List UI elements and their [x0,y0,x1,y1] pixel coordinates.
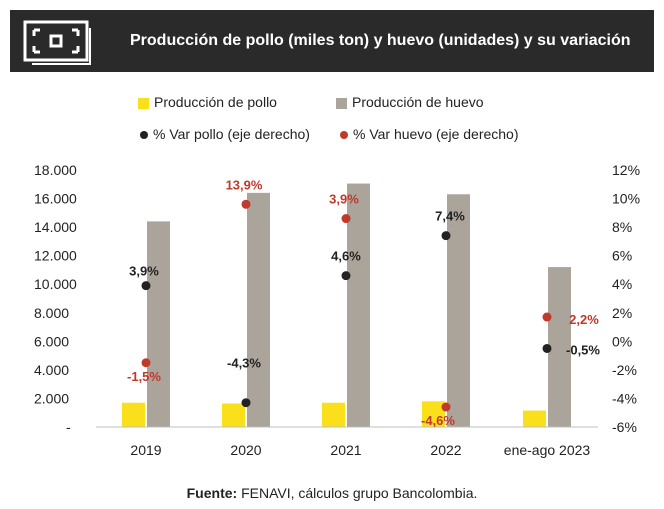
right-axis-tick-label: -6% [612,419,637,435]
point-var-pollo [241,398,251,408]
legend-item-huevo: Producción de huevo [336,94,484,110]
point-var-huevo [441,402,451,412]
money-bill-icon [23,20,91,65]
x-axis-tick-label: 2022 [430,442,461,458]
data-label-var-pollo: 7,4% [435,209,465,224]
point-var-huevo [141,358,151,368]
point-var-pollo [441,231,451,241]
data-label-var-pollo: -0,5% [566,342,600,357]
legend-swatch-var-huevo [340,131,348,140]
left-axis-tick-label: - [66,419,71,435]
left-axis-tick-label: 10.000 [34,276,77,292]
right-axis-tick-label: 6% [612,248,632,264]
data-label-var-huevo: -1,5% [127,369,161,384]
bar-pollo [523,410,546,427]
legend-swatch-pollo [138,97,149,109]
right-axis-tick-label: 4% [612,276,632,292]
legend-label-var-pollo: % Var pollo (eje derecho) [153,126,310,142]
source-label: Fuente: [186,485,238,501]
bar-pollo [122,402,145,427]
legend-label-huevo: Producción de huevo [352,94,484,110]
bar-pollo [322,402,345,427]
data-label-var-huevo: 2,2% [569,312,599,327]
legend-label-pollo: Producción de pollo [154,94,277,110]
x-axis-tick-label: 2020 [230,442,261,458]
bar-pollo [422,401,445,427]
source-text: FENAVI, cálculos grupo Bancolombia. [237,485,478,501]
right-axis-tick-label: -2% [612,362,637,378]
data-label-var-pollo: 4,6% [331,249,361,264]
data-label-var-pollo: -4,3% [227,356,261,371]
bar-huevo [447,194,470,427]
right-axis-tick-label: 2% [612,305,632,321]
bar-huevo [247,192,270,427]
point-var-huevo [542,312,552,322]
right-axis-tick-label: -4% [612,390,637,406]
right-axis-tick-label: 12% [612,162,640,178]
legend-label-var-huevo: % Var huevo (eje derecho) [353,126,519,142]
legend: Producción de pollo Producción de huevo … [0,88,664,148]
bar-huevo [147,221,170,427]
left-axis-tick-label: 2.000 [34,390,69,406]
point-var-pollo [341,271,351,281]
left-axis-tick-label: 14.000 [34,219,77,235]
data-label-var-huevo: -4,6% [421,413,455,428]
data-label-var-pollo: 3,9% [129,264,159,279]
left-axis-tick-label: 8.000 [34,305,69,321]
x-axis-tick-label: ene-ago 2023 [504,442,591,458]
legend-item-var-huevo: % Var huevo (eje derecho) [340,126,519,142]
chart-title: Producción de pollo (miles ton) y huevo … [130,32,631,49]
legend-item-pollo: Producción de pollo [138,94,277,110]
x-axis-tick-label: 2019 [130,442,161,458]
title-bar: Producción de pollo (miles ton) y huevo … [10,10,654,72]
legend-item-var-pollo: % Var pollo (eje derecho) [140,126,310,142]
left-axis-tick-label: 18.000 [34,162,77,178]
source-note: Fuente: FENAVI, cálculos grupo Bancolomb… [0,485,664,501]
bar-huevo [548,267,571,427]
point-var-huevo [341,214,351,224]
bar-huevo [347,183,370,427]
x-axis-tick-label: 2021 [330,442,361,458]
left-axis-tick-label: 16.000 [34,191,77,207]
left-axis-tick-label: 12.000 [34,248,77,264]
data-label-var-huevo: 3,9% [329,192,359,207]
right-axis-tick-label: 10% [612,191,640,207]
left-axis-tick-label: 4.000 [34,362,69,378]
point-var-huevo [241,199,251,209]
point-var-pollo [542,343,552,353]
data-label-var-huevo: 13,9% [226,177,263,192]
right-axis-tick-label: 0% [612,333,632,349]
legend-swatch-var-pollo [140,131,148,140]
legend-swatch-huevo [336,97,347,109]
point-var-pollo [141,281,151,291]
bar-pollo [222,403,245,427]
right-axis-tick-label: 8% [612,219,632,235]
left-axis-tick-label: 6.000 [34,333,69,349]
